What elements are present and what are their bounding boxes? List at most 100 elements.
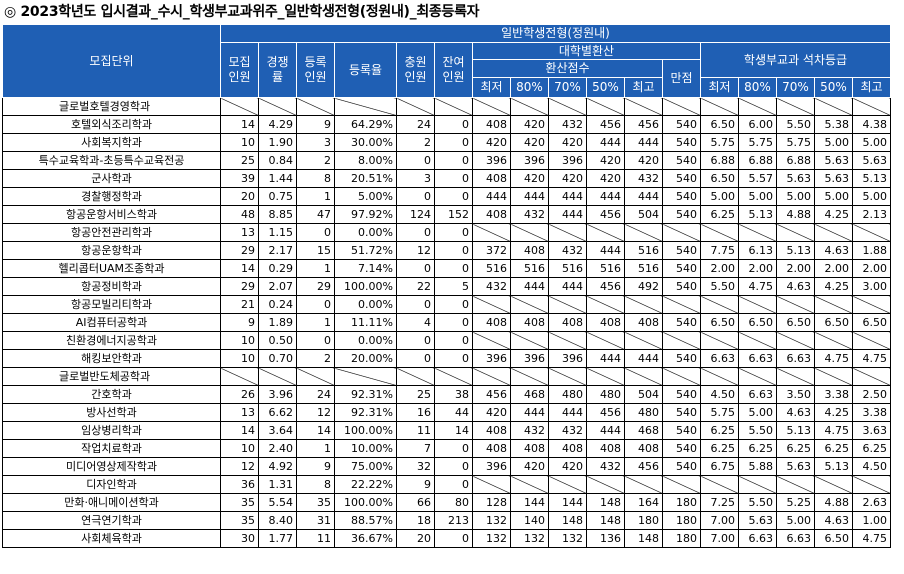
header-conv-80: 80% — [510, 77, 549, 98]
value-cell: 1.88 — [852, 241, 891, 260]
value-cell: 6.25 — [776, 439, 815, 458]
value-cell: 396 — [472, 349, 511, 368]
value-cell: 444 — [510, 403, 549, 422]
value-cell: 4.25 — [814, 277, 853, 296]
value-cell: 5.00 — [776, 511, 815, 530]
value-cell: 408 — [624, 439, 663, 458]
value-cell: 5.25 — [776, 493, 815, 512]
value-cell: 0 — [396, 151, 435, 170]
value-cell: 1.00 — [852, 511, 891, 530]
value-cell: 164 — [624, 493, 663, 512]
empty-cell — [472, 97, 511, 116]
value-cell: 456 — [586, 205, 625, 224]
empty-cell — [258, 367, 297, 386]
value-cell: 5.57 — [738, 169, 777, 188]
value-cell: 540 — [662, 277, 701, 296]
empty-cell — [434, 97, 473, 116]
value-cell: 8.40 — [258, 511, 297, 530]
value-cell: 408 — [548, 439, 587, 458]
empty-cell — [700, 475, 739, 494]
value-cell: 5.50 — [700, 277, 739, 296]
empty-cell — [738, 223, 777, 242]
value-cell: 0 — [296, 331, 335, 350]
table-row: 사회복지학과 10 1.90 3 30.00% 2 0 420 420 420 444 444 540 5… — [2, 133, 891, 152]
value-cell: 31 — [296, 511, 335, 530]
empty-cell — [510, 367, 549, 386]
value-cell: 128 — [472, 493, 511, 512]
value-cell: 408 — [510, 439, 549, 458]
unit-name: AI컴퓨터공학과 — [2, 313, 221, 332]
value-cell: 396 — [510, 151, 549, 170]
value-cell: 13 — [220, 223, 259, 242]
table-row: 방사선학과 13 6.62 12 92.31% 16 44 420 444 444 456 480 54… — [2, 403, 891, 422]
value-cell: 6.88 — [700, 151, 739, 170]
value-cell: 0 — [396, 349, 435, 368]
value-cell: 132 — [472, 529, 511, 548]
value-cell: 480 — [624, 403, 663, 422]
value-cell: 5.75 — [776, 133, 815, 152]
table-row: 항공운항학과 29 2.17 15 51.72% 12 0 372 408 432 444 516 54… — [2, 241, 891, 260]
value-cell: 16 — [396, 403, 435, 422]
empty-cell — [852, 295, 891, 314]
value-cell: 6.50 — [700, 313, 739, 332]
value-cell: 6.50 — [776, 313, 815, 332]
header-conv-max: 최고 — [624, 77, 663, 98]
value-cell: 5.63 — [814, 151, 853, 170]
empty-cell — [852, 97, 891, 116]
value-cell: 48 — [220, 205, 259, 224]
empty-cell — [662, 295, 701, 314]
value-cell: 3 — [296, 133, 335, 152]
value-cell: 6.00 — [738, 115, 777, 134]
value-cell: 444 — [586, 187, 625, 206]
value-cell: 14 — [220, 421, 259, 440]
value-cell: 11 — [396, 421, 435, 440]
empty-cell — [624, 367, 663, 386]
value-cell: 516 — [624, 259, 663, 278]
unit-name: 특수교육학과-초등특수교육전공 — [2, 151, 221, 170]
empty-cell — [510, 223, 549, 242]
unit-name: 글로벌호텔경영학과 — [2, 97, 221, 116]
unit-name: 항공안전관리학과 — [2, 223, 221, 242]
value-cell: 444 — [624, 133, 663, 152]
value-cell: 25 — [396, 385, 435, 404]
value-cell: 5.13 — [776, 421, 815, 440]
header-grade: 학생부교과 석차등급 — [700, 42, 891, 78]
empty-cell — [472, 223, 511, 242]
value-cell: 480 — [548, 385, 587, 404]
empty-cell — [624, 295, 663, 314]
value-cell: 0 — [434, 457, 473, 476]
table-row: 항공정비학과 29 2.07 29 100.00% 22 5 432 444 444 456 492 5… — [2, 277, 891, 296]
table-row: 항공안전관리학과 13 1.15 0 0.00% 0 0 — [2, 223, 891, 242]
table-body: 글로벌호텔경영학과 호텔외식조리학과 14 4.29 9 64.29% 24 0 408 420 4… — [2, 97, 891, 548]
empty-cell — [662, 97, 701, 116]
empty-cell — [852, 331, 891, 350]
value-cell: 5.00 — [852, 187, 891, 206]
empty-cell — [586, 97, 625, 116]
value-cell: 4.63 — [776, 277, 815, 296]
table-row: 호텔외식조리학과 14 4.29 9 64.29% 24 0 408 420 432 456 456 5… — [2, 115, 891, 134]
value-cell: 6.25 — [814, 439, 853, 458]
value-cell: 1 — [296, 187, 335, 206]
unit-name: 작업치료학과 — [2, 439, 221, 458]
header-remain: 잔여 인원 — [434, 42, 473, 98]
value-cell: 8.00% — [334, 151, 397, 170]
value-cell: 9 — [396, 475, 435, 494]
table-row: 디자인학과 36 1.31 8 22.22% 9 0 — [2, 475, 891, 494]
table-row: 경찰행정학과 20 0.75 1 5.00% 0 0 444 444 444 444 444 540 5.… — [2, 187, 891, 206]
value-cell: 6.88 — [776, 151, 815, 170]
value-cell: 0 — [434, 439, 473, 458]
empty-cell — [548, 223, 587, 242]
value-cell: 396 — [548, 151, 587, 170]
value-cell: 136 — [586, 529, 625, 548]
table-row: 항공운항서비스학과 48 8.85 47 97.92% 124 152 408 432 444 45… — [2, 205, 891, 224]
value-cell: 7.25 — [700, 493, 739, 512]
value-cell: 372 — [472, 241, 511, 260]
empty-cell — [334, 97, 397, 116]
unit-name: 연극연기학과 — [2, 511, 221, 530]
unit-name: 해킹보안학과 — [2, 349, 221, 368]
empty-cell — [510, 97, 549, 116]
value-cell: 432 — [510, 421, 549, 440]
unit-name: 친환경에너지공학과 — [2, 331, 221, 350]
value-cell: 38 — [434, 385, 473, 404]
value-cell: 4.63 — [814, 241, 853, 260]
